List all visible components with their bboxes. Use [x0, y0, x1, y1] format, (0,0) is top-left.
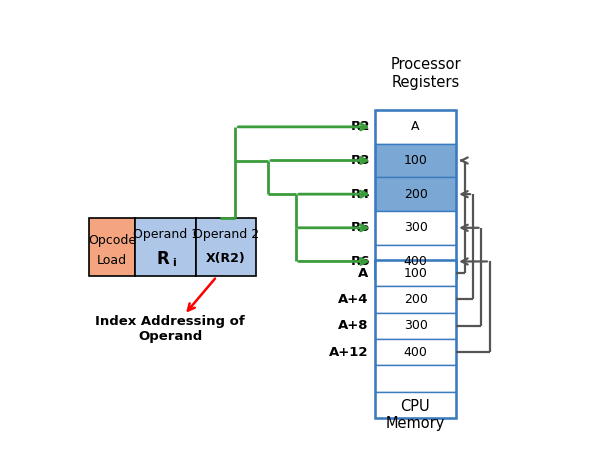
Text: 400: 400 [404, 255, 428, 268]
Bar [375, 286, 457, 313]
Text: 100: 100 [404, 266, 428, 280]
Bar [89, 218, 136, 276]
Bar [375, 245, 457, 278]
Text: R5: R5 [351, 221, 370, 234]
Bar [375, 260, 457, 418]
Bar [375, 392, 457, 418]
Text: 200: 200 [404, 188, 428, 200]
Bar [136, 218, 196, 276]
Text: R3: R3 [351, 154, 370, 167]
Text: A+4: A+4 [337, 293, 368, 306]
Bar [375, 313, 457, 339]
Text: Load: Load [97, 254, 127, 266]
Text: Operand 1: Operand 1 [133, 228, 199, 241]
Text: R: R [157, 250, 170, 268]
Text: R4: R4 [351, 188, 370, 200]
Text: A+8: A+8 [337, 319, 368, 332]
Text: R2: R2 [351, 120, 370, 133]
Text: A: A [358, 266, 368, 280]
Bar [375, 260, 457, 286]
Text: i: i [172, 257, 176, 267]
Bar [375, 110, 457, 278]
Bar [375, 365, 457, 392]
Text: Operand 2: Operand 2 [193, 228, 259, 241]
Text: Opcode: Opcode [88, 234, 136, 247]
Bar [375, 110, 457, 143]
Bar [375, 211, 457, 245]
Text: 300: 300 [404, 319, 428, 332]
Bar [375, 339, 457, 365]
Bar [375, 177, 457, 211]
Text: A+12: A+12 [328, 346, 368, 359]
Text: 200: 200 [404, 293, 428, 306]
Text: R6: R6 [351, 255, 370, 268]
Bar [196, 218, 256, 276]
Text: 400: 400 [404, 346, 428, 359]
Text: Index Addressing of
Operand: Index Addressing of Operand [95, 315, 245, 343]
Text: X(R2): X(R2) [206, 252, 246, 266]
Text: 300: 300 [404, 221, 428, 234]
Text: A: A [412, 120, 420, 133]
Text: 100: 100 [404, 154, 428, 167]
Bar [375, 143, 457, 177]
Text: CPU
Memory: CPU Memory [386, 399, 445, 431]
Text: Processor
Registers: Processor Registers [391, 57, 461, 90]
